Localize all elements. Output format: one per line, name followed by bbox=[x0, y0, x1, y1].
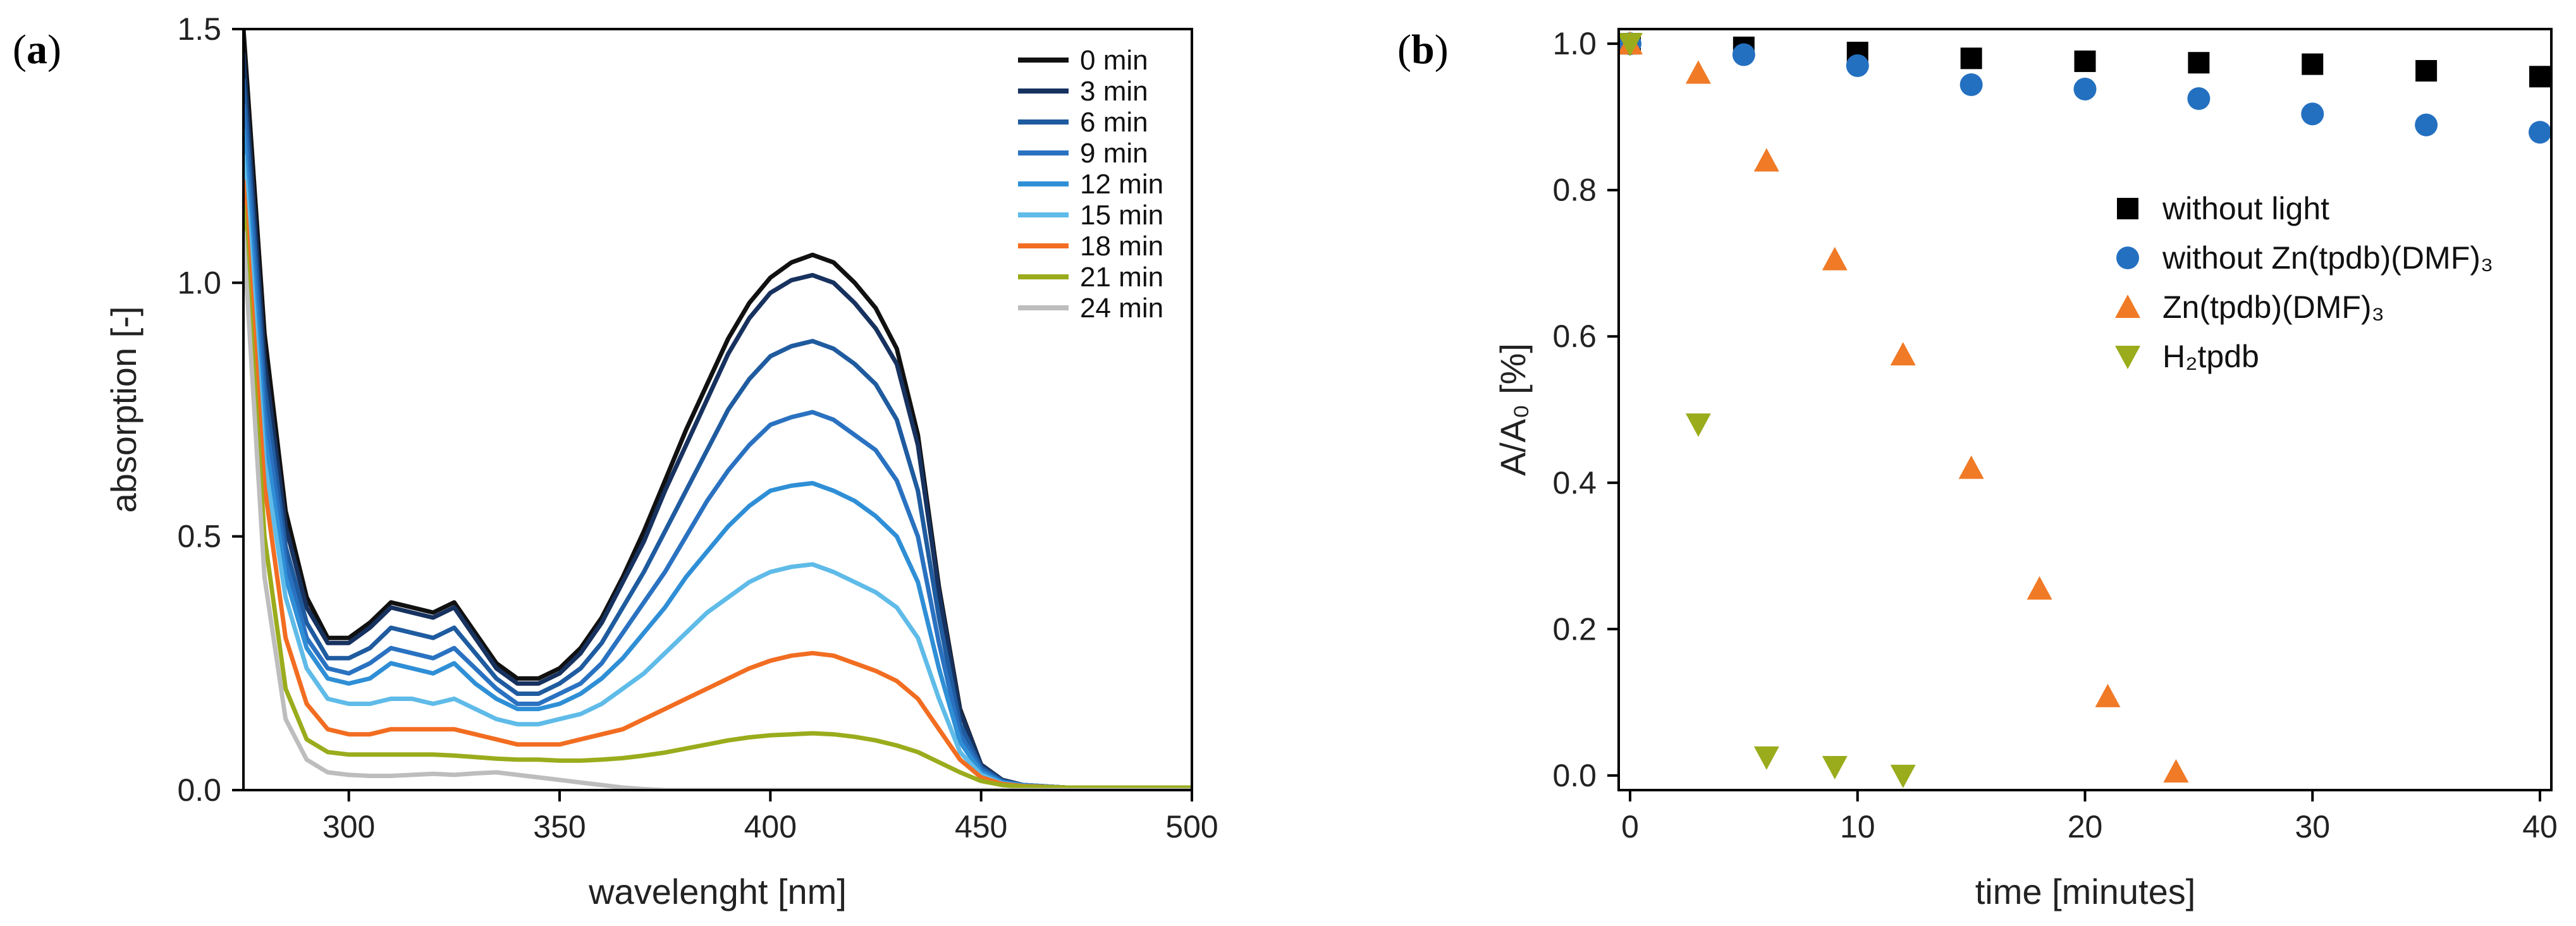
data-point-without-zn-tpdb-dmf-40 bbox=[2529, 121, 2552, 144]
data-point-without-light-15 bbox=[1960, 47, 1982, 70]
x-tick-label-40: 40 bbox=[2522, 809, 2558, 844]
y-tick-label-0-6: 0.6 bbox=[1552, 319, 1597, 354]
chart-a-curves bbox=[243, 29, 1192, 790]
panel-a-label: (a) bbox=[13, 27, 61, 73]
series-line-3-min bbox=[243, 52, 1192, 790]
data-point-zn-tpdb-dmf-12 bbox=[1890, 342, 1916, 366]
data-point-without-zn-tpdb-dmf-5 bbox=[1732, 43, 1755, 66]
series-line-9-min bbox=[243, 102, 1192, 790]
data-point-without-light-30 bbox=[2302, 53, 2324, 75]
x-tick-label-500: 500 bbox=[1165, 809, 1218, 844]
data-point-without-zn-tpdb-dmf-25 bbox=[2187, 87, 2211, 110]
series-line-6-min bbox=[243, 77, 1192, 790]
data-point-zn-tpdb-dmf-24 bbox=[2163, 759, 2189, 783]
data-point-zn-tpdb-dmf-6 bbox=[1753, 148, 1779, 172]
y-tick-label-0-2: 0.2 bbox=[1552, 611, 1597, 647]
chart-a-ticks: 300 350 400 450 500 0.0 0.5 1.0 1.5 bbox=[177, 11, 1218, 844]
data-point-h-tpdb-3 bbox=[1685, 413, 1711, 437]
chart-b-markers bbox=[1617, 31, 2552, 788]
legend-label-9-min: 9 min bbox=[1080, 138, 1148, 169]
data-point-h-tpdb-6 bbox=[1753, 746, 1779, 770]
data-point-zn-tpdb-dmf-3 bbox=[1685, 60, 1711, 84]
y-tick-label-0-0: 0.0 bbox=[1552, 758, 1597, 793]
legend-marker-without-light bbox=[2117, 198, 2138, 219]
y-tick-label-0-5: 0.5 bbox=[177, 519, 221, 554]
data-point-zn-tpdb-dmf-21 bbox=[2095, 683, 2121, 707]
data-point-without-light-35 bbox=[2415, 59, 2438, 82]
data-point-without-zn-tpdb-dmf-10 bbox=[1846, 54, 1869, 77]
y-tick-label-1-0: 1.0 bbox=[1552, 26, 1597, 61]
chart-a-y-axis-label: absorption [-] bbox=[104, 307, 144, 513]
legend-label-6-min: 6 min bbox=[1080, 107, 1148, 138]
chart-b-x-axis-label: time [minutes] bbox=[1975, 872, 2196, 911]
legend-label-0-min: 0 min bbox=[1080, 45, 1148, 76]
chart-a-absorption-spectra: 300 350 400 450 500 0.0 0.5 1.0 1.5 wavelenght [… bbox=[104, 11, 1218, 911]
chart-b-y-axis-label: A/A₀ [%] bbox=[1493, 343, 1533, 476]
panel-b-label: (b) bbox=[1397, 27, 1449, 73]
x-tick-label-20: 20 bbox=[2068, 809, 2103, 844]
y-tick-label-1-0: 1.0 bbox=[177, 265, 221, 300]
data-point-without-zn-tpdb-dmf-30 bbox=[2301, 102, 2324, 126]
data-point-without-zn-tpdb-dmf-15 bbox=[1960, 73, 1983, 96]
legend-label-without-zn-tpdb-dmf: without Zn(tpdb)(DMF)₃ bbox=[2162, 240, 2493, 276]
legend-label-3-min: 3 min bbox=[1080, 76, 1148, 107]
series-h-tpdb bbox=[1617, 33, 1916, 788]
y-tick-label-0-4: 0.4 bbox=[1552, 465, 1597, 501]
x-tick-label-300: 300 bbox=[322, 809, 375, 844]
y-tick-label-0-8: 0.8 bbox=[1552, 173, 1597, 208]
data-point-without-zn-tpdb-dmf-35 bbox=[2415, 113, 2438, 137]
legend-label-without-light: without light bbox=[2162, 191, 2329, 226]
chart-b-legend: without light without Zn(tpdb)(DMF)₃ Zn(tp… bbox=[2115, 191, 2493, 374]
data-point-without-light-25 bbox=[2188, 52, 2210, 74]
series-zn-tpdb-dmf bbox=[1617, 31, 2189, 783]
series-line-12-min bbox=[243, 128, 1192, 790]
x-tick-label-350: 350 bbox=[533, 809, 586, 844]
chart-b-ticks: 0 10 20 30 40 0.0 0.2 0.4 0.6 0.8 1.0 bbox=[1552, 26, 2557, 844]
data-point-without-light-20 bbox=[2074, 50, 2096, 72]
data-point-without-light-40 bbox=[2529, 66, 2551, 88]
legend-label-12-min: 12 min bbox=[1080, 169, 1163, 200]
data-point-zn-tpdb-dmf-18 bbox=[2027, 576, 2052, 600]
legend-label-zn-tpdb-dmf: Zn(tpdb)(DMF)₃ bbox=[2162, 289, 2384, 325]
x-tick-label-450: 450 bbox=[955, 809, 1007, 844]
chart-a-plot-frame bbox=[242, 28, 1193, 791]
series-line-15-min bbox=[243, 154, 1192, 790]
series-line-0-min bbox=[243, 29, 1192, 790]
data-point-without-zn-tpdb-dmf-20 bbox=[2073, 77, 2097, 101]
legend-label-h-tpdb: H₂tpdb bbox=[2162, 339, 2259, 374]
data-point-h-tpdb-9 bbox=[1822, 755, 1848, 779]
series-line-18-min bbox=[243, 179, 1192, 790]
x-tick-label-10: 10 bbox=[1840, 809, 1875, 844]
legend-label-24-min: 24 min bbox=[1080, 293, 1163, 324]
y-tick-label-1-5: 1.5 bbox=[177, 11, 221, 47]
legend-marker-h-tpdb bbox=[2115, 346, 2140, 369]
y-tick-label-0-0: 0.0 bbox=[177, 772, 221, 808]
legend-label-21-min: 21 min bbox=[1080, 262, 1163, 293]
chart-b-plot-frame bbox=[1617, 28, 2553, 791]
chart-b-relative-absorbance: 0 10 20 30 40 0.0 0.2 0.4 0.6 0.8 1.0 time [minute… bbox=[1493, 26, 2558, 911]
data-point-zn-tpdb-dmf-9 bbox=[1822, 247, 1848, 271]
x-tick-label-0: 0 bbox=[1621, 809, 1639, 844]
series-line-21-min bbox=[243, 204, 1192, 790]
legend-label-15-min: 15 min bbox=[1080, 200, 1163, 231]
legend-marker-without-zn-tpdb-dmf bbox=[2116, 247, 2139, 269]
series-line-24-min bbox=[243, 229, 1192, 790]
series-without-zn-tpdb-dmf bbox=[1618, 32, 2552, 144]
data-point-h-tpdb-0 bbox=[1617, 33, 1643, 57]
data-point-zn-tpdb-dmf-15 bbox=[1958, 455, 1984, 479]
x-tick-label-400: 400 bbox=[744, 809, 797, 844]
chart-a-x-axis-label: wavelenght [nm] bbox=[588, 872, 847, 911]
legend-label-18-min: 18 min bbox=[1080, 231, 1163, 262]
legend-marker-zn-tpdb-dmf bbox=[2115, 295, 2140, 318]
x-tick-label-30: 30 bbox=[2295, 809, 2330, 844]
data-point-h-tpdb-12 bbox=[1890, 764, 1916, 788]
